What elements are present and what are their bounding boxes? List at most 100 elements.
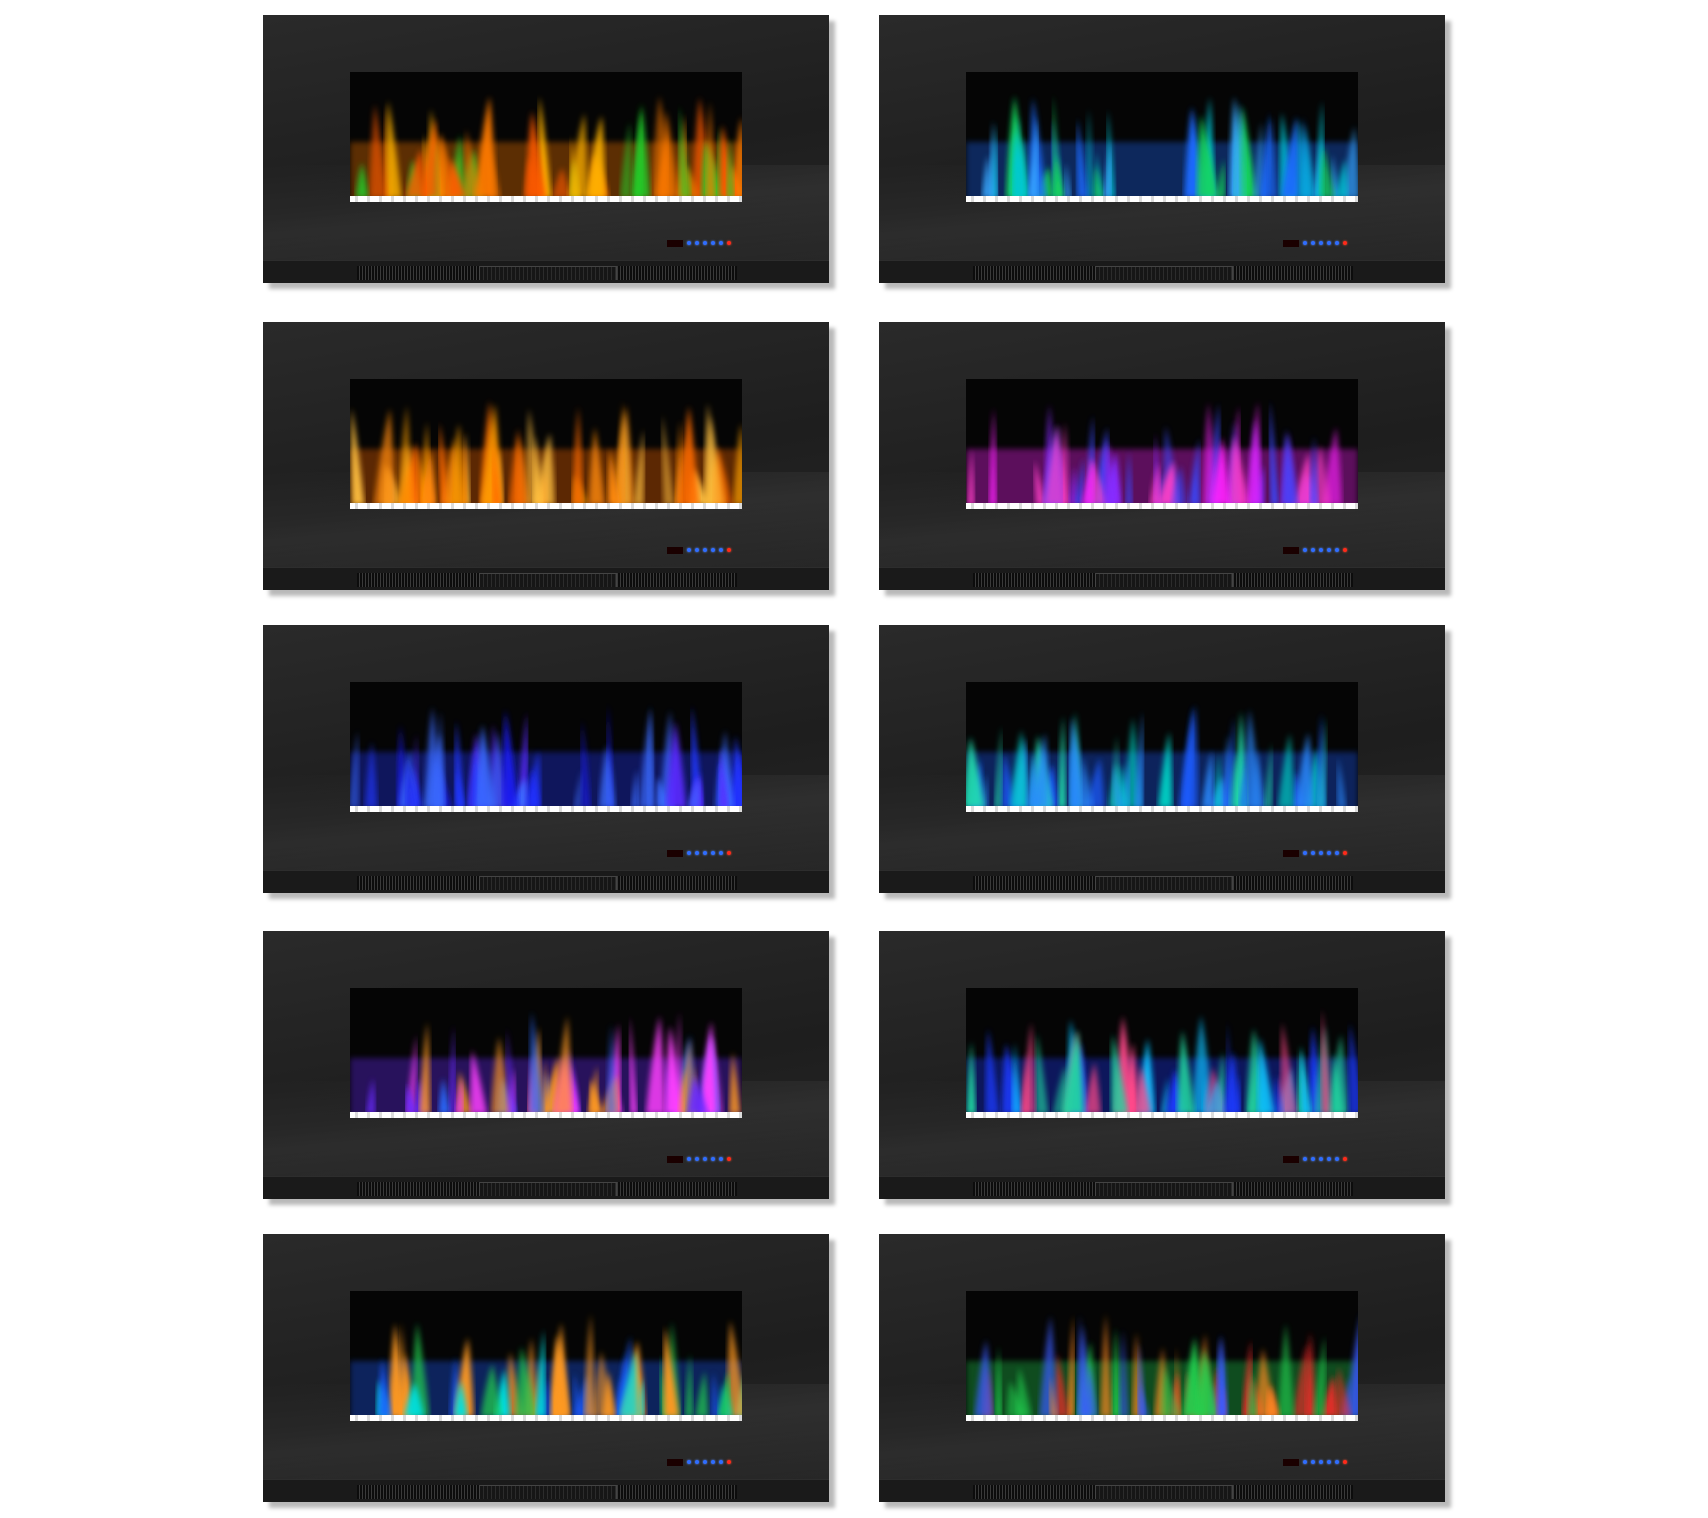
control-button[interactable]	[1311, 548, 1315, 552]
control-button[interactable]	[687, 241, 691, 245]
fireplace-violet-magenta	[879, 322, 1445, 590]
flame-tongue	[572, 406, 584, 505]
control-button[interactable]	[1303, 241, 1307, 245]
heater-vent-grille	[973, 1182, 1353, 1196]
power-button[interactable]	[727, 1157, 731, 1161]
control-button[interactable]	[703, 1157, 707, 1161]
control-button[interactable]	[711, 241, 715, 245]
fireplace-base	[263, 1176, 829, 1199]
control-button[interactable]	[1311, 851, 1315, 855]
power-button[interactable]	[1343, 851, 1347, 855]
flame-tongue	[525, 750, 541, 808]
control-button[interactable]	[695, 851, 699, 855]
control-button[interactable]	[1303, 1460, 1307, 1464]
control-button[interactable]	[1311, 1460, 1315, 1464]
control-button[interactable]	[687, 1157, 691, 1161]
control-button[interactable]	[719, 1157, 723, 1161]
control-button[interactable]	[703, 851, 707, 855]
control-button[interactable]	[711, 1460, 715, 1464]
heater-vent-grille	[357, 266, 737, 280]
control-panel	[667, 546, 742, 554]
control-button[interactable]	[1319, 241, 1323, 245]
power-button[interactable]	[1343, 1157, 1347, 1161]
control-button[interactable]	[1319, 548, 1323, 552]
control-button[interactable]	[695, 1460, 699, 1464]
control-button[interactable]	[719, 241, 723, 245]
fireplace-aqua-blue	[879, 625, 1445, 893]
flame-tongue	[421, 448, 437, 505]
control-button[interactable]	[719, 1460, 723, 1464]
control-button[interactable]	[1303, 1157, 1307, 1161]
power-button[interactable]	[727, 548, 731, 552]
control-button[interactable]	[1327, 1460, 1331, 1464]
control-button[interactable]	[711, 548, 715, 552]
flame-tongue	[1062, 1029, 1085, 1114]
flame-tongue	[1245, 401, 1261, 505]
control-button[interactable]	[1335, 241, 1339, 245]
flame-tongue	[631, 768, 639, 808]
flame-tongue	[666, 720, 687, 808]
control-button[interactable]	[711, 1157, 715, 1161]
control-panel	[1283, 1155, 1358, 1163]
power-button[interactable]	[1343, 1460, 1347, 1464]
control-button[interactable]	[1335, 1157, 1339, 1161]
flames-graphic	[966, 400, 1358, 509]
control-button[interactable]	[1319, 1460, 1323, 1464]
control-button[interactable]	[1327, 851, 1331, 855]
control-button[interactable]	[687, 851, 691, 855]
flame-tongue	[1280, 1022, 1298, 1114]
flame-tongue	[619, 121, 632, 198]
control-button[interactable]	[1319, 1157, 1323, 1161]
control-button[interactable]	[1311, 1157, 1315, 1161]
control-button[interactable]	[1335, 1460, 1339, 1464]
flame-tongue	[1224, 716, 1235, 808]
control-panel	[667, 1458, 742, 1466]
control-button[interactable]	[695, 1157, 699, 1161]
flame-tongue	[351, 407, 365, 505]
control-button[interactable]	[703, 241, 707, 245]
flame-tongue	[1084, 1061, 1102, 1114]
flame-tongue	[1216, 1335, 1225, 1417]
flame-tongue	[1013, 116, 1022, 198]
power-button[interactable]	[727, 241, 731, 245]
control-button[interactable]	[687, 1460, 691, 1464]
control-button[interactable]	[711, 851, 715, 855]
flame-tongue	[699, 1021, 718, 1114]
flame-tongue	[581, 720, 591, 808]
fireplace-base	[879, 870, 1445, 893]
control-button[interactable]	[703, 1460, 707, 1464]
flame-tongue	[583, 1313, 595, 1417]
flame-tongue	[1032, 732, 1050, 808]
flame-tongue	[373, 408, 395, 505]
control-button[interactable]	[1335, 548, 1339, 552]
control-button[interactable]	[703, 548, 707, 552]
power-button[interactable]	[727, 851, 731, 855]
control-button[interactable]	[1319, 851, 1323, 855]
flame-tongue	[966, 736, 985, 808]
control-button[interactable]	[719, 851, 723, 855]
flame-tongue	[502, 709, 519, 808]
control-button[interactable]	[1327, 1157, 1331, 1161]
power-button[interactable]	[1343, 241, 1347, 245]
control-button[interactable]	[695, 241, 699, 245]
flame-tongue	[729, 1051, 741, 1114]
flame-tongue	[421, 118, 438, 198]
control-button[interactable]	[1303, 548, 1307, 552]
control-button[interactable]	[695, 548, 699, 552]
control-button[interactable]	[1303, 851, 1307, 855]
control-button[interactable]	[1335, 851, 1339, 855]
power-button[interactable]	[727, 1460, 731, 1464]
control-button[interactable]	[1327, 241, 1331, 245]
crystal-ember-bed	[966, 196, 1358, 202]
crystal-ember-bed	[350, 806, 742, 812]
flames-graphic	[350, 95, 742, 202]
power-button[interactable]	[1343, 548, 1347, 552]
flame-tongue	[679, 405, 699, 505]
control-button[interactable]	[719, 548, 723, 552]
fireplace-multi-teal	[879, 931, 1445, 1199]
flame-tongue	[1103, 439, 1120, 505]
control-button[interactable]	[1311, 241, 1315, 245]
flame-tongue	[645, 1015, 666, 1114]
control-button[interactable]	[687, 548, 691, 552]
control-button[interactable]	[1327, 548, 1331, 552]
